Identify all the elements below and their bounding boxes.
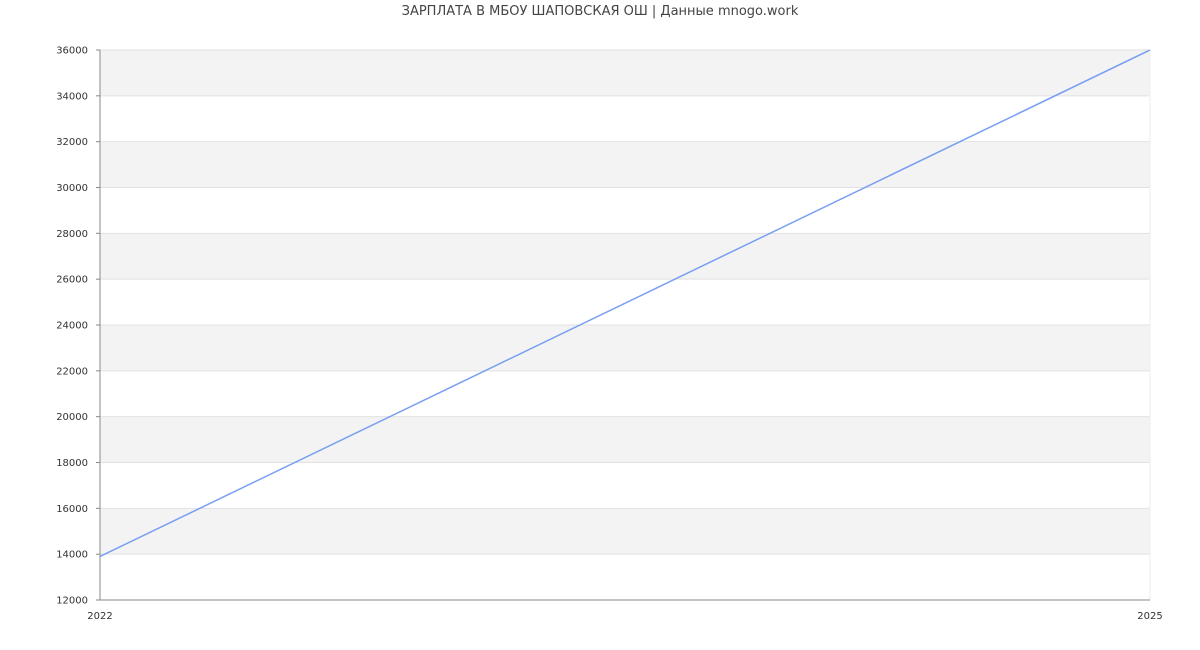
grid-band [100, 508, 1150, 555]
y-tick-label: 30000 [56, 183, 88, 194]
grid-band [100, 50, 1150, 96]
y-tick-label: 28000 [56, 229, 88, 240]
grid-band [100, 95, 1150, 142]
grid-band [100, 370, 1150, 417]
y-tick-label: 20000 [56, 412, 88, 423]
grid-band [100, 554, 1150, 600]
chart-title: ЗАРПЛАТА В МБОУ ШАПОВСКАЯ ОШ | Данные mn… [401, 4, 799, 19]
grid-band [100, 462, 1150, 509]
grid-band [100, 279, 1150, 325]
x-tick-label: 2025 [1137, 611, 1162, 622]
y-tick-label: 24000 [56, 321, 88, 332]
y-tick-label: 26000 [56, 275, 88, 286]
y-tick-label: 36000 [56, 46, 88, 57]
grid-band [100, 416, 1150, 463]
salary-line [99, 49, 1151, 558]
y-tick-label: 22000 [56, 366, 88, 377]
grid-band [100, 325, 1150, 371]
grid-band [100, 141, 1150, 188]
grid-band [100, 187, 1150, 234]
y-tick-label: 12000 [56, 596, 88, 607]
y-tick-label: 32000 [56, 137, 88, 148]
y-tick-label: 16000 [56, 504, 88, 515]
x-tick-label: 2022 [87, 611, 112, 622]
y-tick-label: 14000 [56, 550, 88, 561]
y-tick-label: 18000 [56, 458, 88, 469]
y-tick-label: 34000 [56, 91, 88, 102]
grid-band [100, 233, 1150, 280]
